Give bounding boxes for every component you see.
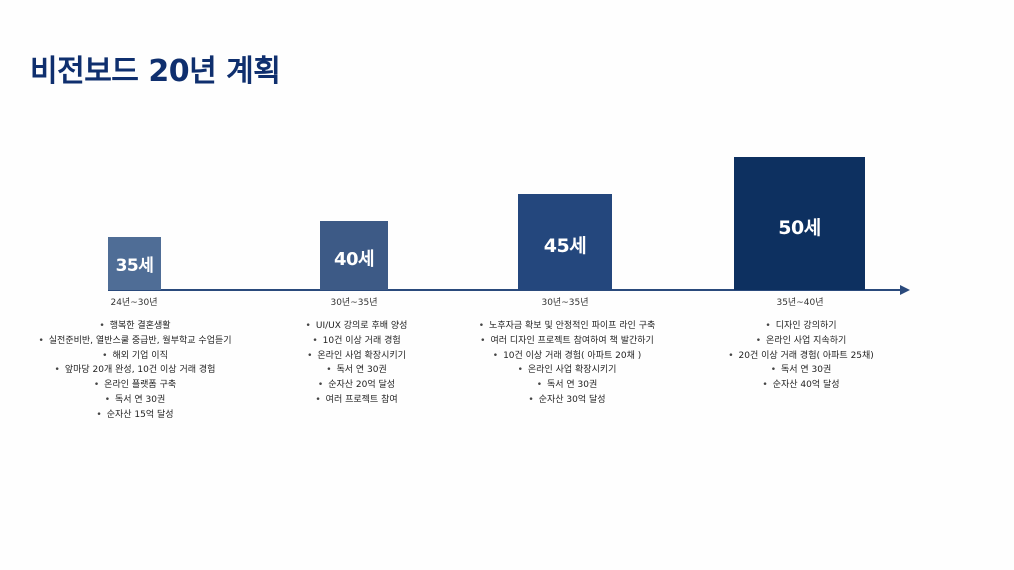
stage-range-label: 35년~40년 <box>776 298 824 308</box>
stage-range-label: 30년~35년 <box>541 298 589 308</box>
goal-item: UI/UX 강의로 후배 양성 <box>284 319 429 334</box>
goal-item: 10건 이상 거래 경험( 아파트 20채 ) <box>462 349 672 364</box>
goal-item: 독서 연 30권 <box>0 393 270 408</box>
stage-age-label: 35세 <box>115 256 154 276</box>
stage-goal-list: 행복한 결혼생활 실전준비반, 열반스쿨 중급반, 월부학교 수업듣기 해외 기… <box>0 319 270 423</box>
stage-range-label: 24년~30년 <box>110 298 158 308</box>
page-title: 비전보드 20년 계획 <box>30 54 281 89</box>
goal-item: 행복한 결혼생활 <box>0 319 270 334</box>
goal-item: 해외 기업 이직 <box>0 349 270 364</box>
stage-range-label: 30년~35년 <box>330 298 378 308</box>
stage-bar-40: 40세 <box>320 221 388 290</box>
timeline-arrow-icon <box>900 285 910 295</box>
goal-item: 노후자금 확보 및 안정적인 파이프 라인 구축 <box>462 319 672 334</box>
goal-item: 20건 이상 거래 경험( 아파트 25채) <box>706 349 896 364</box>
goal-item: 앞마당 20개 완성, 10건 이상 거래 경험 <box>0 363 270 378</box>
goal-item: 온라인 사업 확장시키기 <box>462 363 672 378</box>
timeline-axis <box>108 289 902 291</box>
goal-item: 독서 연 30권 <box>284 363 429 378</box>
goal-item: 순자산 40억 달성 <box>706 378 896 393</box>
stage-age-label: 45세 <box>543 235 587 257</box>
stage-bar-50: 50세 <box>734 157 865 290</box>
goal-item: 순자산 30억 달성 <box>462 393 672 408</box>
goal-item: 독서 연 30권 <box>462 378 672 393</box>
goal-item: 여러 프로젝트 참여 <box>284 393 429 408</box>
goal-item: 디자인 강의하기 <box>706 319 896 334</box>
stage-age-label: 40세 <box>333 248 375 270</box>
goal-item: 순자산 20억 달성 <box>284 378 429 393</box>
goal-item: 독서 연 30권 <box>706 363 896 378</box>
goal-item: 온라인 사업 지속하기 <box>706 334 896 349</box>
stage-goal-list: 노후자금 확보 및 안정적인 파이프 라인 구축 여러 디자인 프로젝트 참여하… <box>462 319 672 408</box>
goal-item: 10건 이상 거래 경험 <box>284 334 429 349</box>
stage-bar-45: 45세 <box>518 194 612 290</box>
goal-item: 온라인 사업 확장시키기 <box>284 349 429 364</box>
goal-item: 순자산 15억 달성 <box>0 408 270 423</box>
goal-item: 온라인 플랫폼 구축 <box>0 378 270 393</box>
goal-item: 실전준비반, 열반스쿨 중급반, 월부학교 수업듣기 <box>0 334 270 349</box>
stage-goal-list: UI/UX 강의로 후배 양성 10건 이상 거래 경험 온라인 사업 확장시키… <box>284 319 429 408</box>
stage-goal-list: 디자인 강의하기 온라인 사업 지속하기 20건 이상 거래 경험( 아파트 2… <box>706 319 896 393</box>
stage-bar-35: 35세 <box>108 237 161 290</box>
stage-age-label: 50세 <box>778 217 821 239</box>
goal-item: 여러 디자인 프로젝트 참여하여 책 발간하기 <box>462 334 672 349</box>
